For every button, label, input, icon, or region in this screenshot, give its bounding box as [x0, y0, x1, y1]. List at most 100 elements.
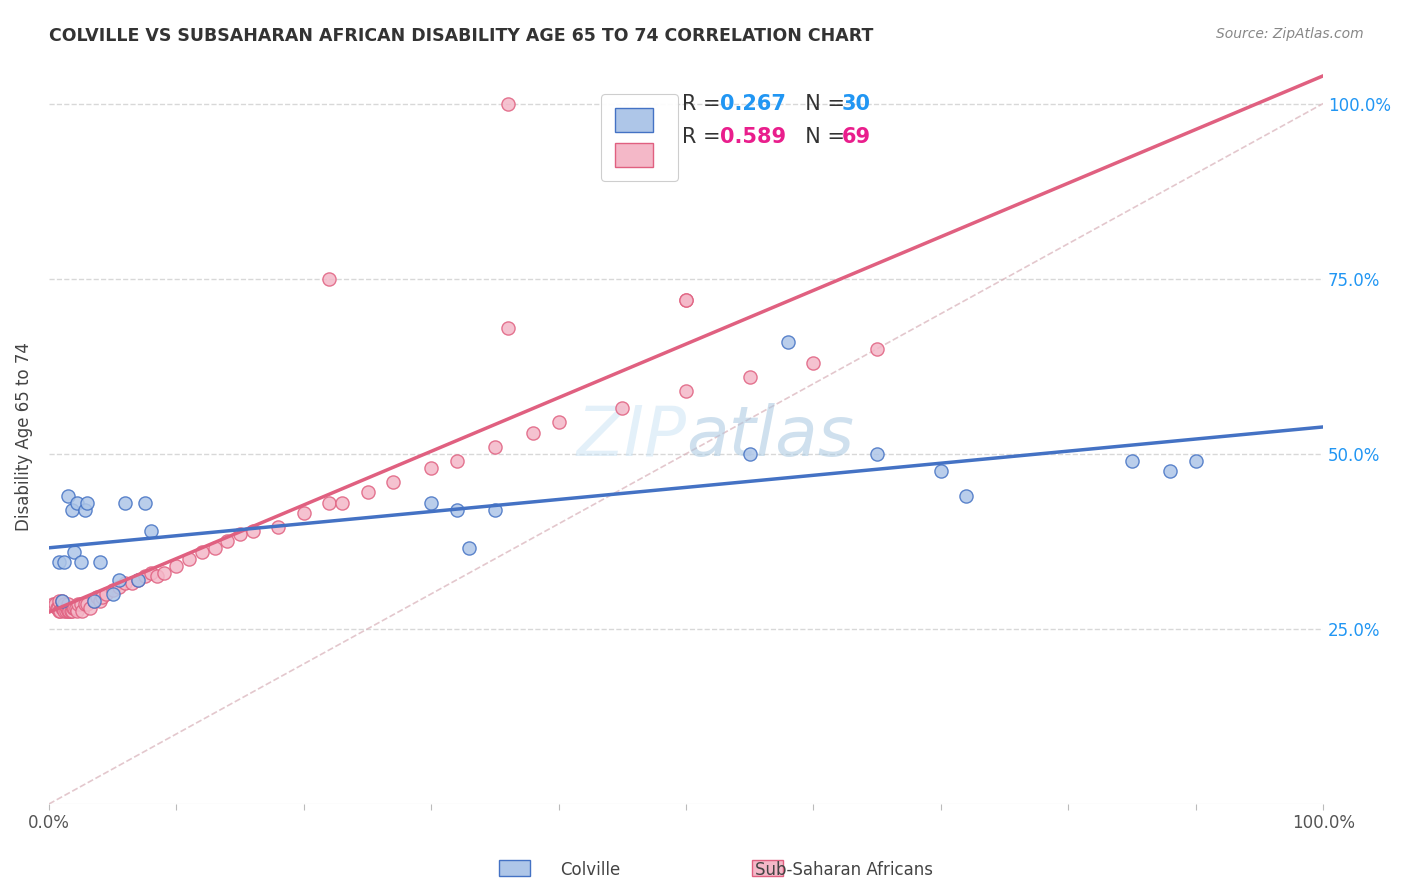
Point — [420, 496, 443, 510]
Point — [53, 555, 76, 569]
Point — [59, 604, 82, 618]
Point — [83, 594, 105, 608]
Point — [134, 569, 156, 583]
Point — [60, 503, 83, 517]
Point — [73, 598, 96, 612]
Point — [382, 475, 405, 489]
Point — [63, 545, 86, 559]
Point — [484, 503, 506, 517]
Point — [101, 583, 124, 598]
Point — [217, 534, 239, 549]
Point — [675, 384, 697, 398]
Point — [152, 566, 174, 580]
Point — [114, 496, 136, 510]
Point — [139, 524, 162, 538]
Point — [1121, 454, 1143, 468]
Point — [955, 489, 977, 503]
Point — [60, 604, 83, 618]
Point — [42, 598, 65, 612]
Text: Source: ZipAtlas.com: Source: ZipAtlas.com — [1216, 27, 1364, 41]
Point — [53, 598, 76, 612]
Text: 30: 30 — [842, 95, 870, 114]
Point — [229, 527, 252, 541]
Point — [108, 573, 131, 587]
Point — [121, 576, 143, 591]
Point — [146, 569, 169, 583]
Point — [89, 594, 111, 608]
Text: N =: N = — [792, 128, 852, 147]
Point — [66, 496, 89, 510]
Text: ZIP: ZIP — [576, 403, 686, 470]
Text: R =: R = — [682, 95, 727, 114]
Point — [44, 598, 66, 612]
Point — [108, 580, 131, 594]
Point — [48, 555, 70, 569]
Point — [866, 447, 889, 461]
Point — [56, 598, 79, 612]
Point — [134, 496, 156, 510]
Point — [70, 604, 93, 618]
Point — [446, 503, 468, 517]
Point — [101, 587, 124, 601]
Point — [56, 489, 79, 503]
Point — [675, 293, 697, 307]
Point — [165, 558, 187, 573]
Text: R =: R = — [682, 128, 727, 147]
Bar — [752, 860, 783, 876]
Bar — [499, 860, 530, 876]
Point — [83, 594, 105, 608]
Point — [675, 293, 697, 307]
Text: 0.267: 0.267 — [720, 95, 786, 114]
Point — [45, 600, 67, 615]
Point — [89, 555, 111, 569]
Point — [76, 598, 98, 612]
Point — [458, 541, 481, 556]
Point — [139, 566, 162, 580]
Point — [51, 594, 73, 608]
Point — [446, 454, 468, 468]
Point — [191, 545, 214, 559]
Point — [242, 524, 264, 538]
Point — [1159, 464, 1181, 478]
Point — [114, 576, 136, 591]
Point — [496, 96, 519, 111]
Y-axis label: Disability Age 65 to 74: Disability Age 65 to 74 — [15, 342, 32, 531]
Point — [66, 604, 89, 618]
Point — [127, 573, 149, 587]
Point — [267, 520, 290, 534]
Point — [738, 447, 761, 461]
Text: Sub-Saharan Africans: Sub-Saharan Africans — [755, 861, 932, 879]
Point — [866, 342, 889, 356]
Point — [79, 600, 101, 615]
Point — [69, 598, 91, 612]
Point — [776, 334, 799, 349]
Text: N =: N = — [792, 95, 852, 114]
Point — [179, 551, 201, 566]
Point — [53, 604, 76, 618]
Point — [929, 464, 952, 478]
Point — [76, 496, 98, 510]
Point — [51, 594, 73, 608]
Point — [1184, 454, 1206, 468]
Point — [612, 401, 634, 416]
Point — [96, 587, 118, 601]
Point — [318, 496, 340, 510]
Point — [46, 600, 69, 615]
Point — [547, 415, 569, 429]
Point — [48, 594, 70, 608]
Text: 69: 69 — [842, 128, 870, 147]
Point — [65, 600, 87, 615]
Point — [48, 604, 70, 618]
Point — [49, 604, 72, 618]
Point — [67, 598, 90, 612]
Point — [738, 369, 761, 384]
Text: 0.589: 0.589 — [720, 128, 786, 147]
Point — [55, 604, 77, 618]
Point — [318, 271, 340, 285]
Point — [91, 591, 114, 605]
Text: COLVILLE VS SUBSAHARAN AFRICAN DISABILITY AGE 65 TO 74 CORRELATION CHART: COLVILLE VS SUBSAHARAN AFRICAN DISABILIT… — [49, 27, 873, 45]
Point — [51, 600, 73, 615]
Point — [73, 503, 96, 517]
Point — [63, 600, 86, 615]
Point — [127, 573, 149, 587]
